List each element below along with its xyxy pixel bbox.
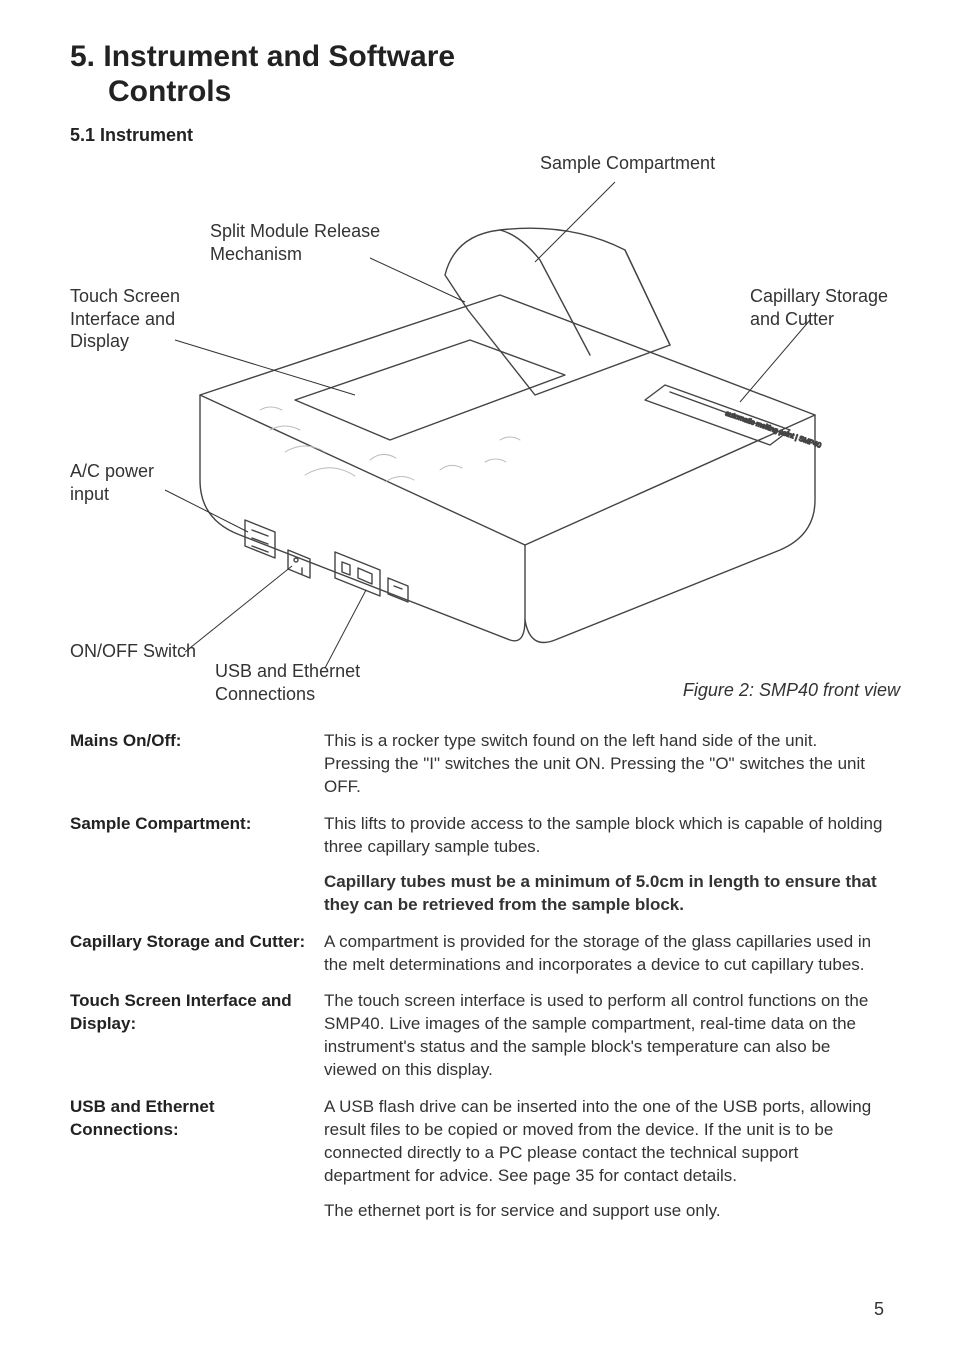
heading-number: 5. xyxy=(70,40,95,73)
def-row-capillary-storage: Capillary Storage and Cutter: A compartm… xyxy=(70,931,884,977)
def-term: Mains On/Off: xyxy=(70,730,324,799)
heading-line1: Instrument and Software xyxy=(103,40,455,73)
callout-split-module: Split Module Release Mechanism xyxy=(210,220,380,265)
def-desc: This is a rocker type switch found on th… xyxy=(324,730,884,799)
def-desc-text: This is a rocker type switch found on th… xyxy=(324,730,884,799)
def-desc-extra: The ethernet port is for service and sup… xyxy=(324,1200,884,1223)
def-term: Sample Compartment: xyxy=(70,813,324,917)
leader-lines xyxy=(70,140,890,720)
def-desc: This lifts to provide access to the samp… xyxy=(324,813,884,917)
def-note: Capillary tubes must be a minimum of 5.0… xyxy=(324,871,884,917)
def-row-usb-ethernet: USB and Ethernet Connections: A USB flas… xyxy=(70,1096,884,1223)
def-desc-text: A compartment is provided for the storag… xyxy=(324,931,884,977)
heading-line2: Controls xyxy=(108,75,884,110)
callout-capillary-storage: Capillary Storage and Cutter xyxy=(750,285,888,330)
def-desc-text: The touch screen interface is used to pe… xyxy=(324,990,884,1082)
callout-onoff-switch: ON/OFF Switch xyxy=(70,640,196,663)
def-desc: The touch screen interface is used to pe… xyxy=(324,990,884,1082)
def-desc-text: This lifts to provide access to the samp… xyxy=(324,813,884,859)
def-row-mains: Mains On/Off: This is a rocker type swit… xyxy=(70,730,884,799)
figure-instrument: automatic melting point | SMP40 xyxy=(70,140,890,720)
callout-usb-ethernet: USB and Ethernet Connections xyxy=(215,660,360,705)
callout-ac-power: A/C power input xyxy=(70,460,154,505)
page-number: 5 xyxy=(874,1299,884,1320)
def-desc-text: A USB flash drive can be inserted into t… xyxy=(324,1096,884,1188)
callout-touch-screen: Touch Screen Interface and Display xyxy=(70,285,180,353)
callout-sample-compartment: Sample Compartment xyxy=(540,152,715,175)
definitions-list: Mains On/Off: This is a rocker type swit… xyxy=(70,730,884,1223)
def-row-sample-compartment: Sample Compartment: This lifts to provid… xyxy=(70,813,884,917)
figure-caption: Figure 2: SMP40 front view xyxy=(683,680,900,701)
section-heading: 5. Instrument and Software Controls xyxy=(70,40,884,109)
def-term: USB and Ethernet Connections: xyxy=(70,1096,324,1223)
def-desc: A USB flash drive can be inserted into t… xyxy=(324,1096,884,1223)
def-desc: A compartment is provided for the storag… xyxy=(324,931,884,977)
def-row-touch-screen: Touch Screen Interface and Display: The … xyxy=(70,990,884,1082)
def-term: Touch Screen Interface and Display: xyxy=(70,990,324,1082)
def-term: Capillary Storage and Cutter: xyxy=(70,931,324,977)
